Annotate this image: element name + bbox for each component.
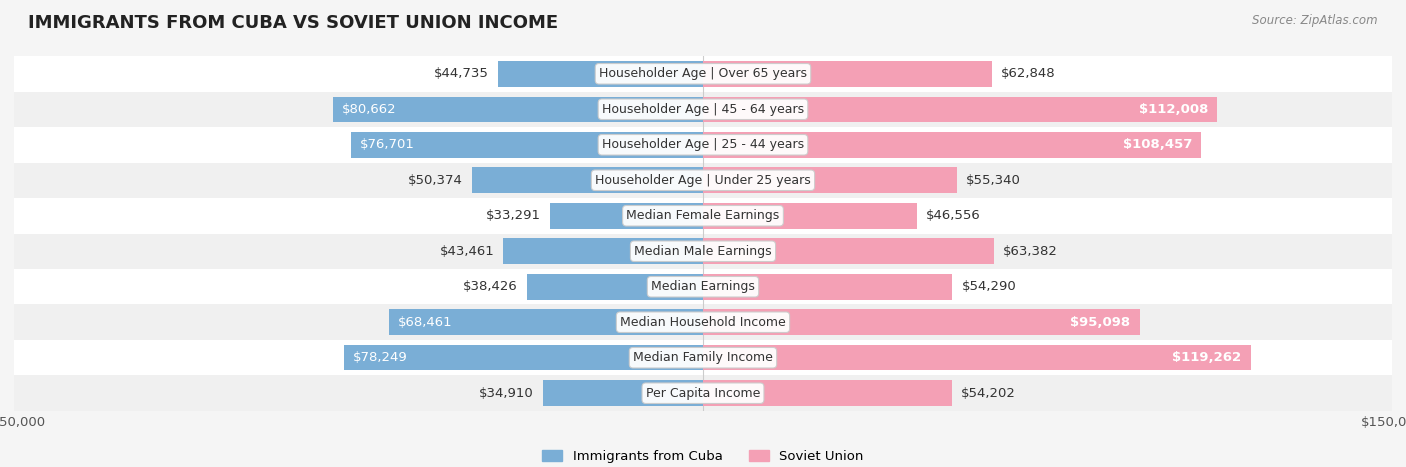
Bar xyxy=(703,239,994,264)
Text: Source: ZipAtlas.com: Source: ZipAtlas.com xyxy=(1253,14,1378,27)
Bar xyxy=(526,274,703,299)
Text: Median Family Income: Median Family Income xyxy=(633,351,773,364)
FancyBboxPatch shape xyxy=(14,340,1392,375)
Text: Median Household Income: Median Household Income xyxy=(620,316,786,329)
Text: $80,662: $80,662 xyxy=(342,103,396,116)
Text: $62,848: $62,848 xyxy=(1001,67,1056,80)
Bar xyxy=(703,381,952,406)
Text: $108,457: $108,457 xyxy=(1122,138,1192,151)
Text: $54,290: $54,290 xyxy=(962,280,1017,293)
FancyBboxPatch shape xyxy=(14,198,1392,234)
FancyBboxPatch shape xyxy=(14,56,1392,92)
Text: $68,461: $68,461 xyxy=(398,316,453,329)
Bar xyxy=(343,345,703,370)
Bar xyxy=(703,345,1251,370)
Bar xyxy=(388,310,703,335)
Bar xyxy=(703,310,1140,335)
Text: Median Earnings: Median Earnings xyxy=(651,280,755,293)
Bar xyxy=(703,97,1218,122)
Text: Median Male Earnings: Median Male Earnings xyxy=(634,245,772,258)
Bar xyxy=(350,132,703,157)
Text: $63,382: $63,382 xyxy=(1004,245,1059,258)
Text: $95,098: $95,098 xyxy=(1070,316,1130,329)
FancyBboxPatch shape xyxy=(14,163,1392,198)
Text: Householder Age | 25 - 44 years: Householder Age | 25 - 44 years xyxy=(602,138,804,151)
Bar xyxy=(703,168,957,193)
Bar xyxy=(703,203,917,228)
Bar xyxy=(550,203,703,228)
Text: $34,910: $34,910 xyxy=(478,387,533,400)
Text: $76,701: $76,701 xyxy=(360,138,415,151)
FancyBboxPatch shape xyxy=(14,375,1392,411)
Bar xyxy=(703,274,952,299)
FancyBboxPatch shape xyxy=(14,92,1392,127)
Bar xyxy=(543,381,703,406)
Text: Per Capita Income: Per Capita Income xyxy=(645,387,761,400)
Text: Householder Age | Under 25 years: Householder Age | Under 25 years xyxy=(595,174,811,187)
Bar xyxy=(333,97,703,122)
Bar xyxy=(471,168,703,193)
FancyBboxPatch shape xyxy=(14,234,1392,269)
Text: $50,374: $50,374 xyxy=(408,174,463,187)
Text: Median Female Earnings: Median Female Earnings xyxy=(627,209,779,222)
Text: IMMIGRANTS FROM CUBA VS SOVIET UNION INCOME: IMMIGRANTS FROM CUBA VS SOVIET UNION INC… xyxy=(28,14,558,32)
Text: $119,262: $119,262 xyxy=(1173,351,1241,364)
Text: $78,249: $78,249 xyxy=(353,351,408,364)
Text: $43,461: $43,461 xyxy=(440,245,494,258)
Text: $55,340: $55,340 xyxy=(966,174,1021,187)
Text: $38,426: $38,426 xyxy=(463,280,517,293)
Bar xyxy=(498,61,703,86)
Text: Householder Age | 45 - 64 years: Householder Age | 45 - 64 years xyxy=(602,103,804,116)
FancyBboxPatch shape xyxy=(14,304,1392,340)
FancyBboxPatch shape xyxy=(14,269,1392,304)
Text: $33,291: $33,291 xyxy=(486,209,541,222)
Bar xyxy=(703,61,991,86)
Legend: Immigrants from Cuba, Soviet Union: Immigrants from Cuba, Soviet Union xyxy=(537,444,869,467)
FancyBboxPatch shape xyxy=(14,127,1392,163)
Text: $54,202: $54,202 xyxy=(962,387,1017,400)
Text: $46,556: $46,556 xyxy=(927,209,981,222)
Bar xyxy=(703,132,1201,157)
Text: $112,008: $112,008 xyxy=(1139,103,1208,116)
Bar xyxy=(503,239,703,264)
Text: $44,735: $44,735 xyxy=(433,67,488,80)
Text: Householder Age | Over 65 years: Householder Age | Over 65 years xyxy=(599,67,807,80)
